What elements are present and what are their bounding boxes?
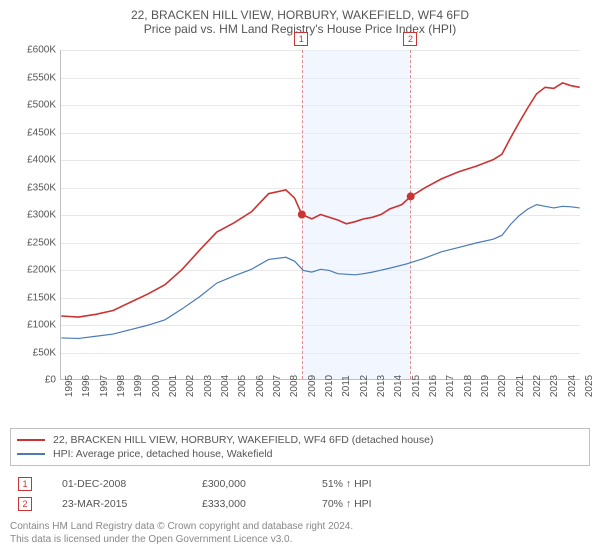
x-tick-label: 2001 bbox=[168, 375, 179, 397]
y-tick-label: £50K bbox=[12, 347, 56, 358]
y-tick-label: £450K bbox=[12, 127, 56, 138]
line-svg bbox=[61, 50, 580, 379]
x-tick-label: 1997 bbox=[99, 375, 110, 397]
sale-date: 23-MAR-2015 bbox=[62, 498, 172, 510]
legend-box: 22, BRACKEN HILL VIEW, HORBURY, WAKEFIEL… bbox=[10, 428, 590, 466]
x-tick-label: 1999 bbox=[133, 375, 144, 397]
x-tick-label: 2025 bbox=[584, 375, 595, 397]
sales-table: 1 01-DEC-2008 £300,000 51% ↑ HPI 2 23-MAR-201… bbox=[10, 474, 590, 514]
x-tick-label: 2023 bbox=[549, 375, 560, 397]
x-tick-label: 2015 bbox=[411, 375, 422, 397]
sale-price: £300,000 bbox=[202, 478, 292, 490]
x-tick-label: 2013 bbox=[376, 375, 387, 397]
x-tick-label: 1996 bbox=[81, 375, 92, 397]
legend-row: 22, BRACKEN HILL VIEW, HORBURY, WAKEFIEL… bbox=[17, 433, 583, 447]
x-tick-label: 2012 bbox=[359, 375, 370, 397]
legend-row: HPI: Average price, detached house, Wake… bbox=[17, 447, 583, 461]
title-line-1: 22, BRACKEN HILL VIEW, HORBURY, WAKEFIEL… bbox=[8, 8, 592, 22]
x-tick-label: 2004 bbox=[220, 375, 231, 397]
x-tick-label: 2011 bbox=[341, 375, 352, 397]
sale-marker-box: 2 bbox=[403, 32, 417, 46]
legend-swatch bbox=[17, 453, 45, 455]
x-tick-label: 2014 bbox=[393, 375, 404, 397]
sale-marker-dot bbox=[298, 211, 306, 219]
sale-pct: 70% ↑ HPI bbox=[322, 498, 412, 510]
sale-pct: 51% ↑ HPI bbox=[322, 478, 412, 490]
y-tick-label: £250K bbox=[12, 237, 56, 248]
sale-row: 1 01-DEC-2008 £300,000 51% ↑ HPI bbox=[10, 474, 590, 494]
sale-date: 01-DEC-2008 bbox=[62, 478, 172, 490]
sale-marker-ref: 1 bbox=[18, 477, 32, 491]
y-tick-label: £600K bbox=[12, 45, 56, 56]
x-tick-label: 2020 bbox=[497, 375, 508, 397]
footer-line-2: This data is licensed under the Open Gov… bbox=[10, 533, 590, 546]
x-tick-label: 2000 bbox=[151, 375, 162, 397]
y-tick-label: £0 bbox=[12, 375, 56, 386]
x-tick-label: 2008 bbox=[289, 375, 300, 397]
x-tick-label: 2006 bbox=[255, 375, 266, 397]
y-tick-label: £150K bbox=[12, 292, 56, 303]
footer-note: Contains HM Land Registry data © Crown c… bbox=[10, 520, 590, 546]
x-tick-label: 2022 bbox=[532, 375, 543, 397]
x-tick-label: 2016 bbox=[428, 375, 439, 397]
legend-label: 22, BRACKEN HILL VIEW, HORBURY, WAKEFIEL… bbox=[53, 434, 433, 446]
x-tick-label: 2009 bbox=[307, 375, 318, 397]
x-tick-label: 2005 bbox=[237, 375, 248, 397]
series-line bbox=[61, 83, 579, 317]
x-tick-label: 2017 bbox=[445, 375, 456, 397]
x-tick-label: 2010 bbox=[324, 375, 335, 397]
y-tick-label: £500K bbox=[12, 100, 56, 111]
sale-row: 2 23-MAR-2015 £333,000 70% ↑ HPI bbox=[10, 494, 590, 514]
x-tick-label: 2018 bbox=[463, 375, 474, 397]
legend-label: HPI: Average price, detached house, Wake… bbox=[53, 448, 272, 460]
y-tick-label: £200K bbox=[12, 265, 56, 276]
plot-area bbox=[60, 50, 580, 380]
sale-price: £333,000 bbox=[202, 498, 292, 510]
footer-line-1: Contains HM Land Registry data © Crown c… bbox=[10, 520, 590, 533]
x-tick-label: 1998 bbox=[116, 375, 127, 397]
x-tick-label: 2024 bbox=[567, 375, 578, 397]
sale-marker-box: 1 bbox=[294, 32, 308, 46]
y-tick-label: £550K bbox=[12, 72, 56, 83]
x-tick-label: 2002 bbox=[185, 375, 196, 397]
x-tick-label: 2021 bbox=[515, 375, 526, 397]
y-tick-label: £300K bbox=[12, 210, 56, 221]
y-tick-label: £100K bbox=[12, 320, 56, 331]
series-line bbox=[61, 205, 579, 339]
sale-marker-ref: 2 bbox=[18, 497, 32, 511]
chart-container: £0 £50K £100K £150K £200K £250K £300K £350K £400… bbox=[10, 42, 590, 422]
legend-swatch bbox=[17, 439, 45, 441]
x-tick-label: 2019 bbox=[480, 375, 491, 397]
y-tick-label: £400K bbox=[12, 155, 56, 166]
x-tick-label: 1995 bbox=[64, 375, 75, 397]
sale-marker-dot bbox=[407, 192, 415, 200]
x-tick-label: 2007 bbox=[272, 375, 283, 397]
x-tick-label: 2003 bbox=[203, 375, 214, 397]
y-tick-label: £350K bbox=[12, 182, 56, 193]
